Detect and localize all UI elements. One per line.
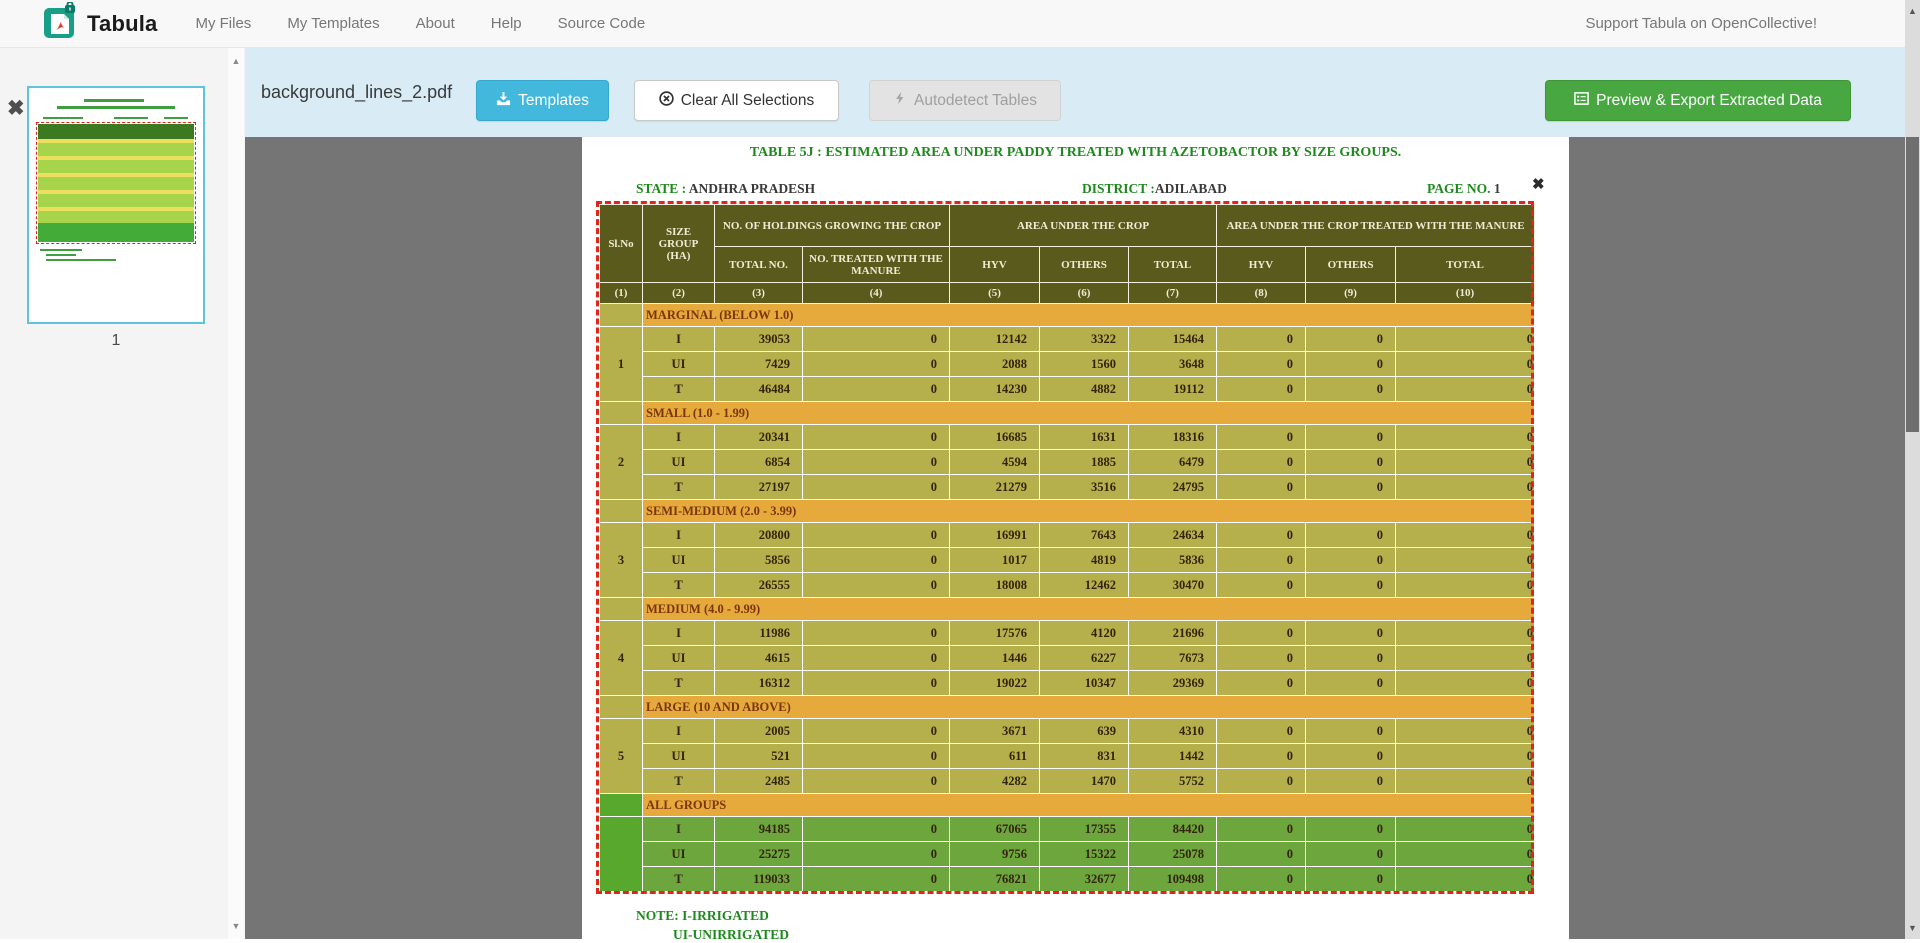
pdf-table-title: TABLE 5J : ESTIMATED AREA UNDER PADDY TR…: [582, 145, 1569, 161]
scroll-down-icon[interactable]: ▼: [1905, 923, 1920, 933]
nav-link-my-templates[interactable]: My Templates: [287, 15, 379, 32]
nav-link-help[interactable]: Help: [491, 15, 522, 32]
mini-note-line: [46, 259, 116, 261]
thumb-title-line: [84, 99, 144, 102]
brand-link[interactable]: Tabula: [42, 2, 157, 45]
remove-circle-icon: [659, 91, 674, 111]
pdf-note-line1: NOTE: I-IRRIGATED: [636, 908, 769, 924]
autodetect-tables-button[interactable]: Autodetect Tables: [869, 80, 1061, 121]
pdf-page-no: PAGE NO. 1: [1427, 181, 1501, 197]
pdf-page: TABLE 5J : ESTIMATED AREA UNDER PADDY TR…: [582, 137, 1569, 939]
scroll-up-icon[interactable]: ▲: [228, 56, 244, 66]
district-label: DISTRICT :: [1082, 181, 1155, 196]
clear-button-label: Clear All Selections: [681, 92, 815, 110]
scrollbar-thumb[interactable]: [1906, 137, 1919, 432]
templates-button[interactable]: Templates: [476, 80, 609, 121]
mini-note-line: [46, 254, 76, 256]
state-label: STATE :: [636, 181, 686, 196]
thumb-meta-line: [114, 117, 148, 119]
page-thumbnail-sidebar: ✖ 1 ▲ ▼: [0, 48, 245, 939]
pdf-note-line2: UI-UNIRRIGATED: [673, 927, 789, 943]
templates-import-icon: [496, 91, 511, 111]
flash-icon: [893, 91, 907, 110]
selection-close-icon[interactable]: ✖: [1532, 175, 1545, 193]
thumb-title-line: [57, 106, 175, 109]
window-scrollbar[interactable]: ▲ ▼: [1905, 0, 1920, 939]
thumb-meta-line: [164, 117, 188, 119]
document-filename: background_lines_2.pdf: [261, 48, 452, 137]
scroll-up-icon[interactable]: ▲: [1905, 6, 1920, 16]
nav-link-source-code[interactable]: Source Code: [558, 15, 646, 32]
page-thumbnail[interactable]: [27, 86, 205, 324]
navbar: Tabula My Files My Templates About Help …: [0, 0, 1905, 48]
brand-name: Tabula: [87, 11, 157, 37]
remove-file-icon[interactable]: ✖: [7, 96, 25, 121]
state-value: ANDHRA PRADESH: [689, 181, 815, 196]
nav-link-about[interactable]: About: [416, 15, 455, 32]
thumbnail-page-number: 1: [27, 332, 205, 350]
thumbnail-mini-table: [38, 124, 194, 242]
tabula-logo-icon: [42, 2, 78, 45]
thumb-meta-line: [43, 117, 83, 119]
thumbnail-selection-overlay: [36, 122, 196, 244]
table-selection-box[interactable]: [596, 201, 1534, 894]
toolbar: background_lines_2.pdf Templates Clear A…: [245, 48, 1905, 137]
nav-links: My Files My Templates About Help Source …: [195, 15, 645, 32]
clear-all-selections-button[interactable]: Clear All Selections: [634, 80, 839, 121]
nav-link-my-files[interactable]: My Files: [195, 15, 251, 32]
page-no-label: PAGE NO.: [1427, 181, 1491, 196]
support-link[interactable]: Support Tabula on OpenCollective!: [1585, 15, 1817, 32]
page-no-value: 1: [1494, 181, 1501, 196]
export-button-label: Preview & Export Extracted Data: [1596, 92, 1822, 110]
pdf-district-line: DISTRICT :ADILABAD: [1082, 181, 1227, 197]
list-alt-icon: [1574, 91, 1589, 111]
autodetect-button-label: Autodetect Tables: [914, 92, 1037, 110]
templates-button-label: Templates: [518, 92, 589, 110]
pdf-state-line: STATE : ANDHRA PRADESH: [636, 181, 815, 197]
mini-note-line: [40, 249, 82, 251]
district-value: ADILABAD: [1155, 181, 1227, 196]
document-viewport: TABLE 5J : ESTIMATED AREA UNDER PADDY TR…: [245, 137, 1905, 939]
preview-export-button[interactable]: Preview & Export Extracted Data: [1545, 80, 1851, 121]
scroll-down-icon[interactable]: ▼: [228, 921, 244, 931]
sidebar-scrollbar[interactable]: ▲ ▼: [228, 48, 244, 939]
